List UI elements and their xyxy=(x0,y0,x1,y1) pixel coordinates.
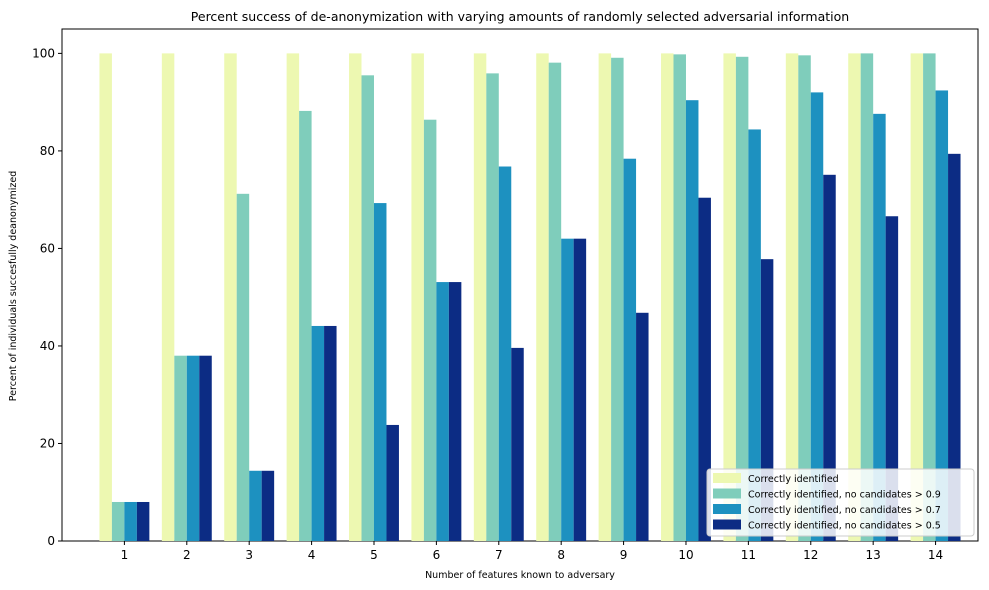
bar-s3-3 xyxy=(249,470,262,541)
x-tick-label-6: 6 xyxy=(433,548,441,562)
bar-s4-10 xyxy=(698,197,711,541)
bar-s2-9 xyxy=(611,57,624,542)
bar-s2-6 xyxy=(423,119,437,541)
bar-s3-2 xyxy=(186,355,200,541)
x-tick-label-10: 10 xyxy=(678,548,693,562)
bar-s1-7 xyxy=(473,53,487,541)
y-tick-label-0: 0 xyxy=(47,534,55,548)
x-tick-label-4: 4 xyxy=(308,548,316,562)
bar-s3-8 xyxy=(561,238,574,541)
bar-s2-14 xyxy=(923,53,936,541)
bar-s1-1 xyxy=(99,53,112,541)
x-tick-label-1: 1 xyxy=(121,548,129,562)
x-tick-label-12: 12 xyxy=(803,548,818,562)
y-tick-label-80: 80 xyxy=(40,144,55,158)
bar-s3-14 xyxy=(935,90,949,541)
bar-s1-12 xyxy=(785,53,799,541)
bar-s4-4 xyxy=(324,325,337,541)
bar-s1-5 xyxy=(349,53,362,541)
bar-s4-7 xyxy=(511,347,524,541)
bar-s4-14 xyxy=(948,153,961,541)
bar-s2-2 xyxy=(174,355,187,541)
bar-s2-13 xyxy=(860,53,874,541)
legend-label-1: Correctly identified xyxy=(748,474,839,485)
bar-s4-6 xyxy=(448,282,462,541)
bars xyxy=(99,53,961,542)
y-tick-label-100: 100 xyxy=(32,46,55,60)
bar-s3-6 xyxy=(436,282,449,541)
bar-s1-8 xyxy=(536,53,549,541)
y-tick-label-20: 20 xyxy=(40,436,55,450)
bar-s3-5 xyxy=(373,203,387,541)
legend-swatch-1 xyxy=(713,473,741,483)
legend-box xyxy=(706,468,975,537)
bar-s4-1 xyxy=(136,501,150,541)
bar-s2-11 xyxy=(735,56,749,541)
x-tick-label-7: 7 xyxy=(495,548,503,562)
bar-s2-7 xyxy=(486,73,499,542)
x-tick-label-2: 2 xyxy=(183,548,191,562)
legend: Correctly identified Correctly identified… xyxy=(706,468,975,537)
legend-label-2: Correctly identified, no candidates > 0.… xyxy=(748,490,941,501)
legend-swatch-4 xyxy=(713,519,741,530)
bar-s2-10 xyxy=(673,54,686,542)
bar-s1-14 xyxy=(910,53,924,541)
bar-s3-1 xyxy=(124,501,137,541)
y-tick-label-40: 40 xyxy=(40,339,55,353)
bar-s3-7 xyxy=(498,166,512,541)
bar-s1-3 xyxy=(224,53,237,541)
bar-s2-5 xyxy=(361,75,374,541)
bar-s2-12 xyxy=(798,55,811,541)
bar-s3-10 xyxy=(685,100,699,541)
bar-s3-11 xyxy=(748,129,761,541)
bar-s3-12 xyxy=(810,92,824,541)
bar-s3-4 xyxy=(311,325,325,541)
bar-s1-6 xyxy=(411,53,424,541)
x-tick-label-9: 9 xyxy=(620,548,628,562)
bar-s4-5 xyxy=(386,424,399,541)
y-axis-label: Percent of individuals succesfully deano… xyxy=(8,171,19,401)
x-axis-label: Number of features known to adversary xyxy=(425,570,615,581)
x-tick-label-11: 11 xyxy=(741,548,756,562)
legend-label-4: Correctly identified, no candidates > 0.… xyxy=(748,521,941,532)
bar-s1-11 xyxy=(723,53,736,541)
bar-s4-8 xyxy=(573,238,587,541)
x-axis: 1 2 3 4 5 6 7 8 9 10 11 12 13 14 xyxy=(121,541,943,562)
bar-s4-9 xyxy=(636,312,649,541)
x-tick-label-8: 8 xyxy=(557,548,565,562)
bar-s3-13 xyxy=(873,113,886,541)
bar-s4-2 xyxy=(199,355,212,541)
bar-s2-4 xyxy=(299,110,312,542)
bar-s2-8 xyxy=(548,62,562,542)
bar-s4-13 xyxy=(885,216,899,541)
bar-s2-3 xyxy=(236,193,250,541)
bar-s4-12 xyxy=(823,174,836,542)
x-tick-label-5: 5 xyxy=(370,548,378,562)
bar-s1-13 xyxy=(848,53,861,541)
legend-swatch-3 xyxy=(713,504,741,514)
bar-s1-2 xyxy=(161,53,175,541)
bar-s4-3 xyxy=(261,470,275,541)
bar-s1-4 xyxy=(286,53,300,541)
y-tick-label-60: 60 xyxy=(40,241,55,255)
bar-s1-10 xyxy=(661,53,674,541)
x-tick-label-13: 13 xyxy=(866,548,881,562)
bar-s1-9 xyxy=(598,53,612,541)
bar-s2-1 xyxy=(111,501,125,541)
bar-s3-9 xyxy=(623,158,637,541)
x-tick-label-14: 14 xyxy=(928,548,943,562)
x-tick-label-3: 3 xyxy=(245,548,253,562)
y-axis: 0 20 40 60 80 100 xyxy=(32,46,62,548)
legend-swatch-2 xyxy=(713,488,741,499)
legend-label-3: Correctly identified, no candidates > 0.… xyxy=(748,505,941,516)
chart-title: Percent success of de-anonymization with… xyxy=(191,9,849,24)
